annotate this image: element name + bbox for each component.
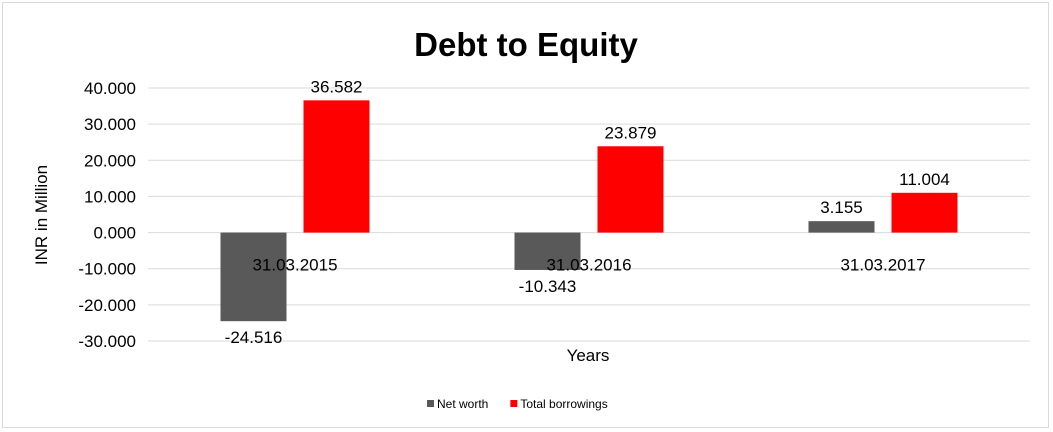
data-label: 3.155 <box>820 198 863 217</box>
x-tick-label: 31.03.2015 <box>252 256 337 275</box>
y-tick-label: 10.000 <box>84 187 136 206</box>
legend-swatch <box>427 400 434 407</box>
bar-net-worth <box>514 232 581 270</box>
y-axis-label: INR in Million <box>32 165 51 265</box>
y-tick-label: 30.000 <box>84 115 136 134</box>
data-label: 23.879 <box>605 123 657 142</box>
legend-label: Total borrowings <box>520 397 607 411</box>
x-tick-label: 31.03.2017 <box>840 256 925 275</box>
y-tick-label: -10.000 <box>78 260 136 279</box>
legend-label: Net worth <box>437 397 488 411</box>
bar-total-borrowings <box>891 192 958 233</box>
data-label: 11.004 <box>899 170 950 189</box>
bar-net-worth <box>808 221 875 233</box>
data-label: 36.582 <box>311 77 363 96</box>
data-label: -24.516 <box>225 328 283 347</box>
bar-net-worth <box>220 232 287 322</box>
y-tick-label: -20.000 <box>78 296 136 315</box>
y-tick-label: 40.000 <box>84 79 136 98</box>
bar-total-borrowings <box>303 100 370 233</box>
legend-swatch <box>510 400 518 407</box>
x-tick-label: 31.03.2016 <box>546 256 631 275</box>
y-tick-label: 20.000 <box>84 151 136 170</box>
x-axis-label: Years <box>567 346 610 365</box>
y-tick-label: -30.000 <box>78 332 136 351</box>
bar-total-borrowings <box>597 146 664 233</box>
y-tick-label: 0.000 <box>93 224 136 243</box>
data-label: -10.343 <box>519 277 577 296</box>
chart-title: Debt to Equity <box>414 26 638 63</box>
